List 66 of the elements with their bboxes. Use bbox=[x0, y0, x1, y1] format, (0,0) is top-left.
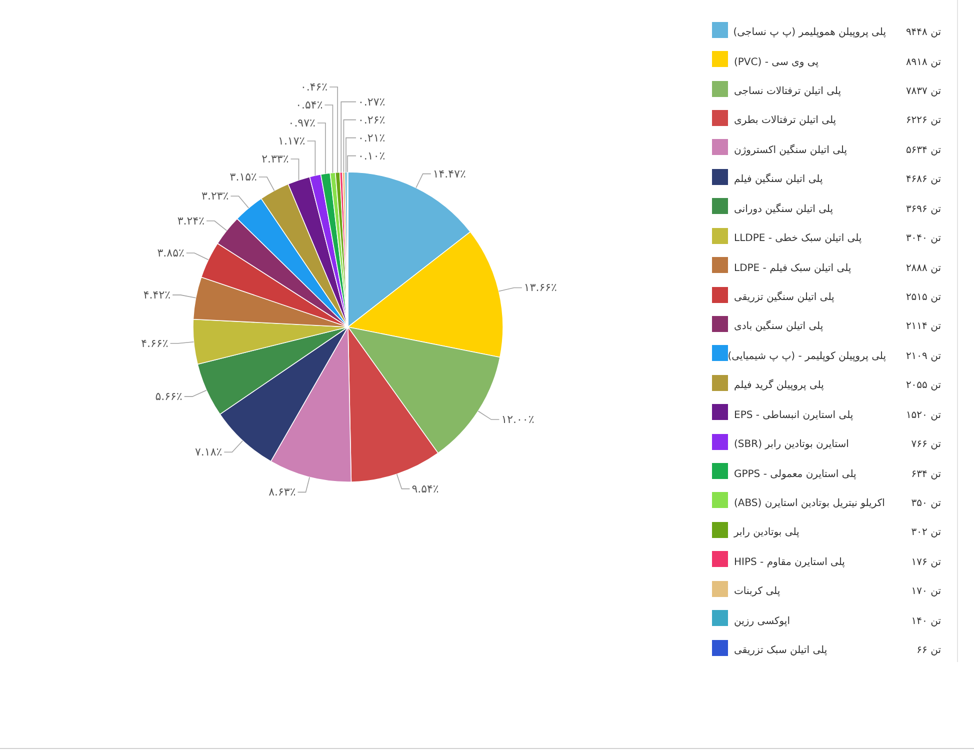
data-label: ۳.۸۵٪ bbox=[157, 246, 184, 260]
data-label: ۱.۱۷٪ bbox=[278, 134, 306, 148]
text: تن ۱۴۰ bbox=[911, 616, 941, 627]
data-label: ۱۲.۰۰٪ bbox=[501, 413, 534, 426]
legend-label: استایرن بوتادین رابر (SBR) bbox=[734, 439, 849, 450]
text: تن ۲۸۸۸ bbox=[906, 262, 941, 274]
legend-label: پلی اتیلن سبک خطی - LLDPE bbox=[734, 233, 862, 244]
text: تن ۶۶ bbox=[916, 645, 941, 656]
data-label: ۱۴.۴۷٪ bbox=[432, 167, 466, 180]
legend-label: پلی اتیلن سنگین اکستروژن bbox=[734, 144, 848, 156]
data-label: ۸.۶۳٪ bbox=[268, 486, 296, 499]
text: تن ۷۶۶ bbox=[911, 439, 941, 450]
text: تن ۲۱۰۹ bbox=[906, 350, 941, 362]
data-label: ۵.۶۶٪ bbox=[155, 390, 182, 404]
legend-label: پلی اتیلن سبک فیلم - LDPE bbox=[734, 262, 852, 274]
legend-label: اکریلو نیتریل بوتادین استایرن (ABS) bbox=[734, 498, 885, 509]
legend-label: اپوکسی رزین bbox=[734, 616, 790, 627]
text: تن ۹۴۴۸ bbox=[906, 27, 941, 38]
data-label: ۱۳.۶۶٪ bbox=[524, 281, 558, 294]
data-label: ۹.۵۴٪ bbox=[412, 482, 439, 496]
legend-label: پلی اتیلن سنگین دورانی bbox=[734, 204, 834, 215]
text: تن ۲۵۱۵ bbox=[906, 292, 941, 303]
text: تن ۱۷۶ bbox=[911, 556, 941, 568]
legend-label: پلی استایرن انبساطی - EPS bbox=[734, 410, 854, 421]
data-label: ۰.۹۷٪ bbox=[288, 116, 316, 130]
legend-label: پلی پروپیلن کوپلیمر - (پ پ شیمیایی) bbox=[728, 350, 886, 362]
data-label: ۰.۲۱٪ bbox=[358, 131, 386, 144]
data-label: ۳.۲۴٪ bbox=[177, 214, 205, 228]
data-label: ۷.۱۸٪ bbox=[195, 446, 222, 459]
text: تن ۴۶۸۶ bbox=[906, 174, 941, 186]
legend-label: پلی استایرن مقاوم - HIPS bbox=[734, 556, 845, 568]
legend-label: پلی اتیلن سنگین بادی bbox=[734, 321, 824, 332]
legend-label: پلی استایرن معمولی - GPPS bbox=[734, 468, 856, 480]
legend-label: پلی اتیلن سبک تزریقی bbox=[734, 645, 828, 656]
data-label: ۳.۱۵٪ bbox=[230, 170, 258, 184]
text: تن ۱۵۲۰ bbox=[906, 410, 941, 421]
data-label: ۰.۴۶٪ bbox=[300, 80, 328, 94]
legend-label: پلی اتیلن سنگین تزریقی bbox=[734, 292, 834, 303]
text: تن ۷۸۳۷ bbox=[906, 86, 941, 98]
text: تن ۳۰۲ bbox=[911, 527, 941, 538]
legend-label: پلی اتیلن ترفتالات نساجی bbox=[734, 86, 841, 98]
text: تن ۳۰۴۰ bbox=[906, 233, 941, 244]
text: تن ۶۲۲۶ bbox=[906, 115, 941, 126]
legend-label: پلی کربنات bbox=[734, 586, 780, 598]
data-label: ۴.۶۶٪ bbox=[141, 336, 168, 350]
data-label: ۰.۵۴٪ bbox=[296, 98, 323, 112]
legend-label: پی وی سی - (PVC) bbox=[734, 56, 818, 68]
text: تن ۸۹۱۸ bbox=[906, 56, 941, 68]
data-label: ۲.۳۳٪ bbox=[262, 152, 289, 166]
data-label: ۰.۲۶٪ bbox=[358, 113, 386, 126]
legend-label: پلی پروپیلن هموپلیمر (پ پ نساجی) bbox=[733, 27, 886, 38]
text: تن ۱۷۰ bbox=[911, 586, 941, 598]
legend-label: پلی پروپیلن گرید فیلم bbox=[734, 380, 824, 392]
legend-label: پلی اتیلن سنگین فیلم bbox=[734, 174, 823, 186]
text: تن ۲۰۵۵ bbox=[906, 380, 941, 392]
text: تن ۵۶۳۴ bbox=[906, 144, 941, 156]
legend-label: پلی بوتادین رابر bbox=[734, 527, 800, 538]
text: تن ۳۶۹۶ bbox=[906, 204, 941, 215]
data-label: ۰.۲۷٪ bbox=[358, 95, 386, 108]
text: تن ۶۳۴ bbox=[911, 468, 941, 480]
text: تن ۲۱۱۴ bbox=[906, 321, 941, 332]
data-label: ۴.۴۲٪ bbox=[143, 288, 171, 302]
legend-label: پلی اتیلن ترفتالات بطری bbox=[734, 115, 836, 126]
text: تن ۳۵۰ bbox=[911, 498, 941, 509]
data-label: ۰.۱۰٪ bbox=[358, 149, 386, 162]
data-label: ۳.۲۳٪ bbox=[202, 190, 229, 203]
